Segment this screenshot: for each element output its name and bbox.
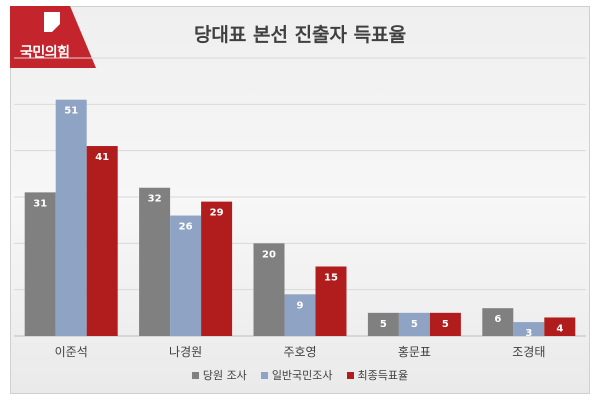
legend-item-party-survey: 당원 조사 (191, 367, 247, 383)
legend-item-final-rate: 최종득표율 (346, 367, 409, 383)
legend-swatch-public-survey (260, 371, 268, 379)
data-label: 9 (297, 300, 304, 311)
x-tick-label: 주호영 (283, 345, 316, 359)
bar (398, 312, 430, 336)
data-label: 4 (556, 323, 563, 334)
data-label: 15 (324, 273, 338, 284)
legend-item-public-survey: 일반국민조사 (260, 367, 333, 383)
data-label: 5 (411, 319, 418, 330)
bar (253, 243, 285, 336)
legend-swatch-party-survey (191, 371, 199, 379)
bar (86, 146, 118, 336)
legend: 당원 조사 일반국민조사 최종득표율 (0, 367, 600, 383)
x-tick-label: 이준석 (55, 345, 88, 359)
data-label: 41 (95, 152, 109, 163)
data-label: 31 (33, 198, 47, 209)
bar (55, 99, 87, 336)
legend-label-public-survey: 일반국민조사 (271, 369, 333, 382)
legend-label-final-rate: 최종득표율 (357, 369, 409, 382)
logo-mark (44, 12, 60, 32)
x-tick-label: 홍문표 (398, 345, 431, 359)
data-label: 32 (148, 194, 162, 205)
data-label: 51 (64, 106, 78, 117)
data-label: 6 (494, 314, 501, 325)
bar (429, 312, 461, 336)
x-tick-label: 나경원 (169, 345, 202, 359)
bar (513, 322, 545, 336)
bar (139, 187, 171, 336)
bar (201, 201, 233, 336)
logo-text: 국민의힘 (20, 45, 70, 61)
logo-background (10, 6, 96, 68)
bar (544, 317, 576, 336)
chart-title: 당대표 본선 진출자 득표율 (193, 24, 407, 46)
bar (315, 266, 347, 336)
data-label: 26 (179, 222, 193, 233)
party-logo (10, 6, 96, 68)
data-label: 20 (262, 249, 276, 260)
bar (482, 308, 514, 336)
data-label: 5 (380, 319, 387, 330)
x-tick-label: 조경태 (512, 345, 545, 359)
bar (367, 312, 399, 336)
legend-label-party-survey: 당원 조사 (202, 369, 247, 382)
data-label: 29 (210, 208, 224, 219)
data-label: 3 (525, 328, 532, 339)
bar (170, 215, 202, 336)
data-label: 5 (442, 319, 449, 330)
legend-swatch-final-rate (346, 371, 354, 379)
bar (24, 192, 56, 336)
bar (284, 294, 316, 336)
